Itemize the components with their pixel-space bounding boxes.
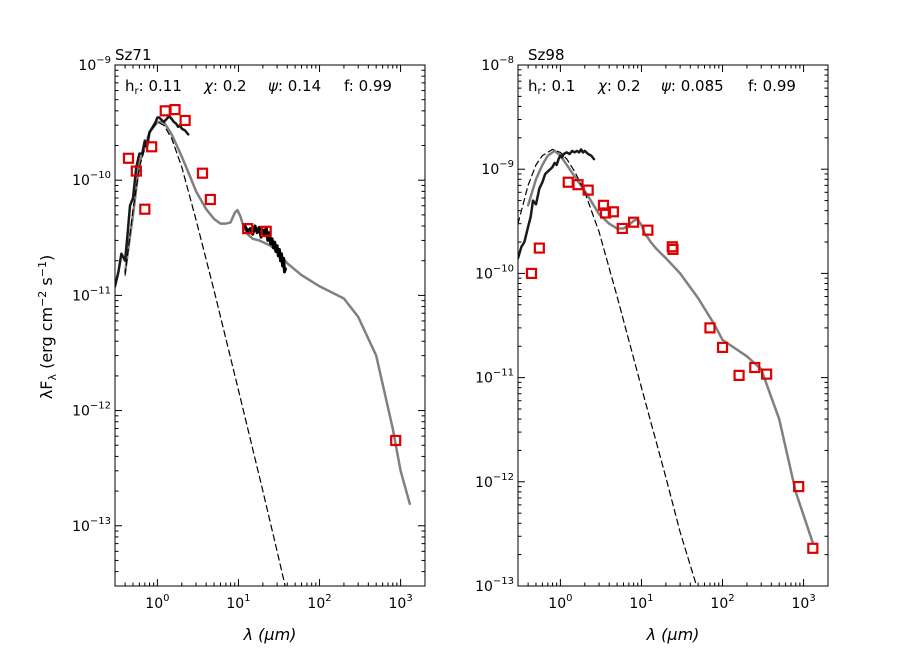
x-tick-label: 102: [710, 593, 734, 612]
param-psi-sz71: ψ: 0.14: [268, 77, 321, 95]
data-point: [533, 242, 545, 254]
data-point: [716, 341, 729, 353]
plot-frame-sz98: [517, 64, 829, 587]
series-line-optical-spectrum: [115, 114, 190, 288]
data-point: [130, 165, 142, 177]
data-point: [667, 243, 679, 255]
data-point: [146, 141, 158, 153]
panel-title-sz98: Sz98: [528, 46, 564, 64]
data-point: [139, 203, 151, 215]
data-point: [628, 216, 640, 228]
param-psi-sz98: ψ: 0.085: [661, 77, 724, 95]
x-axis-label-sz71: λ (μm): [243, 625, 297, 644]
x-tick-label: 103: [388, 593, 412, 612]
params-sz71: hr: 0.11 χ: 0.2 ψ: 0.14 f: 0.99: [125, 77, 392, 97]
param-hr-sz98: hr: 0.1: [528, 77, 575, 97]
panel-sz98: Sz98 hr: 0.1 χ: 0.2 ψ: 0.085 f: 0.99 100…: [475, 46, 829, 644]
series-line-optical-spectrum: [518, 148, 596, 260]
data-point: [169, 104, 181, 116]
series-line-model: [123, 120, 412, 506]
data-point: [607, 206, 619, 218]
data-point: [616, 222, 628, 235]
data-point: [196, 167, 209, 179]
data-point: [204, 193, 216, 206]
data-point: [597, 199, 610, 211]
y-tick-label: 10−13: [475, 576, 514, 595]
data-point: [572, 179, 584, 191]
data-point: [525, 267, 538, 279]
y-tick-label: 10−12: [475, 472, 514, 491]
data-point: [582, 184, 594, 196]
series-layer-sz71: [115, 104, 412, 586]
data-point: [807, 542, 819, 554]
panel-sz71: Sz71 hr: 0.11 χ: 0.2 ψ: 0.14 f: 0.99 100…: [72, 46, 426, 644]
y-tick-label: 10−8: [481, 55, 514, 74]
series-line-IRS-spectrum: [243, 224, 287, 274]
param-hr-sz71: hr: 0.11: [125, 77, 182, 97]
param-f-sz98: f: 0.99: [748, 77, 796, 95]
y-tick-label: 10−11: [475, 368, 514, 387]
series-line-photosphere: [124, 121, 286, 586]
y-tick-label: 10−9: [481, 159, 514, 178]
data-point: [749, 361, 761, 374]
plot-frame-sz71: [114, 64, 426, 587]
x-tick-label: 100: [145, 593, 169, 612]
x-tick-label: 100: [548, 593, 572, 612]
panel-title-sz71: Sz71: [115, 46, 151, 64]
data-point: [793, 480, 805, 493]
y-tick-label: 10−10: [475, 263, 514, 282]
x-tick-label: 101: [226, 593, 250, 612]
x-tick-label: 103: [791, 593, 815, 612]
param-chi-sz98: χ: 0.2: [597, 77, 641, 95]
y-tick-label: 10−12: [72, 401, 111, 420]
y-tick-label: 10−13: [72, 516, 111, 535]
data-point: [642, 224, 654, 236]
data-point: [242, 222, 254, 235]
x-axis-label-sz98: λ (μm): [646, 625, 700, 644]
data-point: [390, 434, 402, 447]
param-chi-sz71: χ: 0.2: [203, 77, 247, 95]
y-tick-label: 10−11: [72, 285, 111, 304]
data-point: [761, 368, 773, 380]
data-point: [260, 225, 272, 237]
data-point: [599, 207, 612, 219]
data-point: [179, 114, 191, 127]
data-point: [704, 322, 716, 334]
y-axis-label: λFλ (erg cm−2 s−1): [36, 255, 59, 399]
y-tick-label: 10−9: [78, 55, 111, 74]
data-point: [122, 152, 135, 164]
series-line-photosphere: [518, 148, 698, 586]
param-f-sz71: f: 0.99: [344, 77, 392, 95]
data-point: [733, 369, 745, 381]
y-tick-label: 10−10: [72, 170, 111, 189]
x-tick-label: 102: [307, 593, 331, 612]
series-layer-sz98: [518, 148, 819, 586]
x-tick-label: 101: [629, 593, 653, 612]
params-sz98: hr: 0.1 χ: 0.2 ψ: 0.085 f: 0.99: [528, 77, 796, 97]
ticks-layer-sz98: 100 101 102 103 10−13 10−12 10−11 10−10 10−9 10−8: [475, 55, 829, 612]
